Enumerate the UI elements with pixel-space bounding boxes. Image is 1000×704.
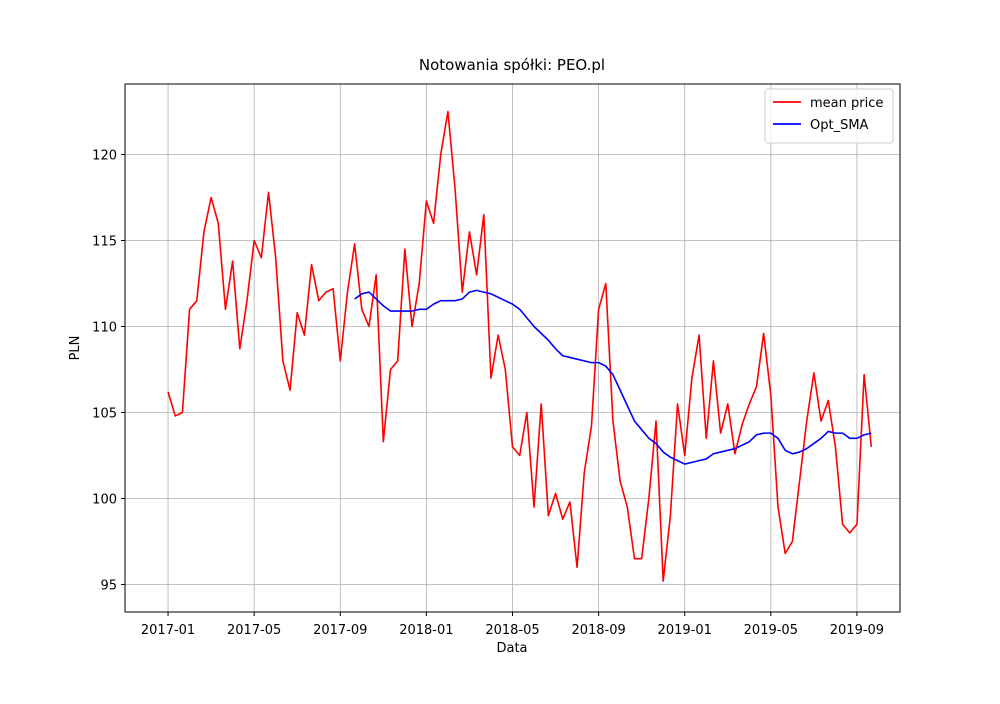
y-tick-label: 100 [92, 492, 117, 507]
legend: mean price Opt_SMA [764, 88, 894, 144]
y-tick-label: 115 [92, 235, 117, 250]
plot-frame [124, 83, 901, 613]
y-tick-label: 110 [92, 321, 117, 336]
legend-label: mean price [810, 96, 883, 111]
x-tick-label: 2017-01 [141, 623, 195, 638]
x-tick-label: 2019-05 [744, 623, 798, 638]
x-tick-label: 2018-09 [571, 623, 625, 638]
y-tick-label: 105 [92, 406, 117, 421]
legend-label: Opt_SMA [810, 118, 869, 133]
y-axis-label: PLN [68, 336, 83, 361]
x-tick-label: 2017-09 [313, 623, 367, 638]
y-tick-label: 95 [100, 578, 117, 593]
x-tick-label: 2018-05 [485, 623, 539, 638]
x-tick-label: 2017-05 [227, 623, 281, 638]
y-tick-label: 120 [92, 149, 117, 164]
data-line [167, 110, 873, 582]
x-tick-label: 2019-09 [830, 623, 884, 638]
x-axis-label: Data [496, 641, 527, 656]
data-line [354, 289, 872, 465]
x-tick-label: 2018-01 [399, 623, 453, 638]
x-tick-label: 2019-01 [658, 623, 712, 638]
chart-title: Notowania spółki: PEO.pl [419, 56, 605, 74]
